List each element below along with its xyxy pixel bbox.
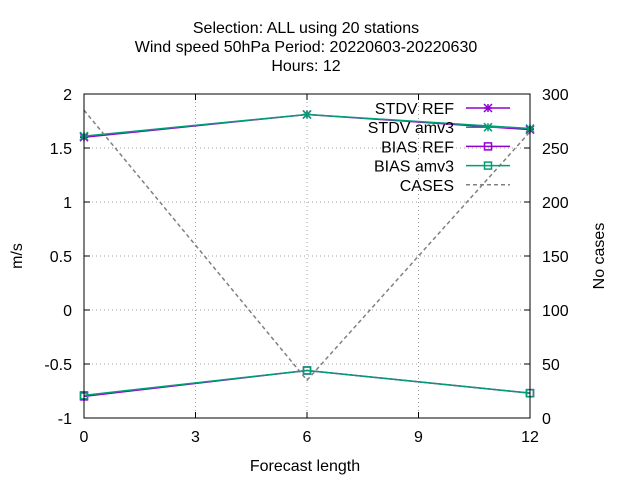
y2-tick-label: 200 xyxy=(542,195,569,212)
data-series xyxy=(79,109,535,401)
data-point-bias-amv3 xyxy=(302,366,312,375)
y-axis-label: m/s xyxy=(9,243,26,269)
legend-swatch-marker xyxy=(483,142,493,151)
legend-swatch-marker xyxy=(483,122,493,132)
y-tick-label: -0.5 xyxy=(44,357,72,374)
y2-tick-label: 250 xyxy=(542,141,569,158)
chart-title-line-1: Selection: ALL using 20 stations xyxy=(193,20,419,37)
chart-title-line-2: Wind speed 50hPa Period: 20220603-202206… xyxy=(135,39,478,56)
legend-item-bias-ref: BIAS REF xyxy=(381,139,510,156)
legend: STDV REF STDV amv3 BIAS REF BIAS amv3 CASES xyxy=(368,101,510,195)
x-tick-label: 9 xyxy=(414,429,423,446)
legend-item-cases: CASES xyxy=(400,178,510,195)
x-tick-label: 3 xyxy=(191,429,200,446)
y-tick-label: 2 xyxy=(63,87,72,104)
y2-tick-label: 300 xyxy=(542,87,569,104)
y-tick-label: 1.5 xyxy=(50,141,72,158)
legend-label: CASES xyxy=(400,178,454,195)
y2-tick-label: 50 xyxy=(542,357,560,374)
y2-tick-label: 150 xyxy=(542,249,569,266)
legend-item-bias-amv3: BIAS amv3 xyxy=(374,159,510,176)
series-cases xyxy=(83,109,531,382)
chart-title-line-3: Hours: 12 xyxy=(271,58,340,75)
series-line-bias-amv3 xyxy=(83,369,531,397)
legend-label: BIAS amv3 xyxy=(374,159,454,176)
legend-item-stdv-amv3: STDV amv3 xyxy=(368,120,510,137)
y-tick-label: 1 xyxy=(63,195,72,212)
y2-axis-label: No cases xyxy=(591,223,608,290)
y-tick-label: -1 xyxy=(58,411,72,428)
legend-label: STDV REF xyxy=(375,101,454,118)
x-tick-label: 12 xyxy=(521,429,539,446)
y2-tick-label: 100 xyxy=(542,303,569,320)
legend-swatch-marker xyxy=(483,161,493,170)
legend-label: STDV amv3 xyxy=(368,120,454,137)
data-point-stdv-amv3 xyxy=(302,109,312,120)
grid xyxy=(84,94,530,418)
legend-item-stdv-ref: STDV REF xyxy=(375,101,510,118)
y-tick-label: 0 xyxy=(63,303,72,320)
x-axis-label: Forecast length xyxy=(250,458,360,475)
chart-titles: Selection: ALL using 20 stations Wind sp… xyxy=(135,20,478,75)
x-tick-label: 6 xyxy=(303,429,312,446)
legend-swatch-marker xyxy=(483,103,493,113)
legend-label: BIAS REF xyxy=(381,139,454,156)
x-tick-label: 0 xyxy=(80,429,89,446)
series-line-cases xyxy=(83,109,531,382)
y2-tick-label: 0 xyxy=(542,411,551,428)
y-tick-label: 0.5 xyxy=(50,249,72,266)
axis-ticks: 0 3 6 9 12 -1 -0.5 0 0.5 1 1.5 2 0 50 100 150 200 250 300 xyxy=(44,87,568,446)
